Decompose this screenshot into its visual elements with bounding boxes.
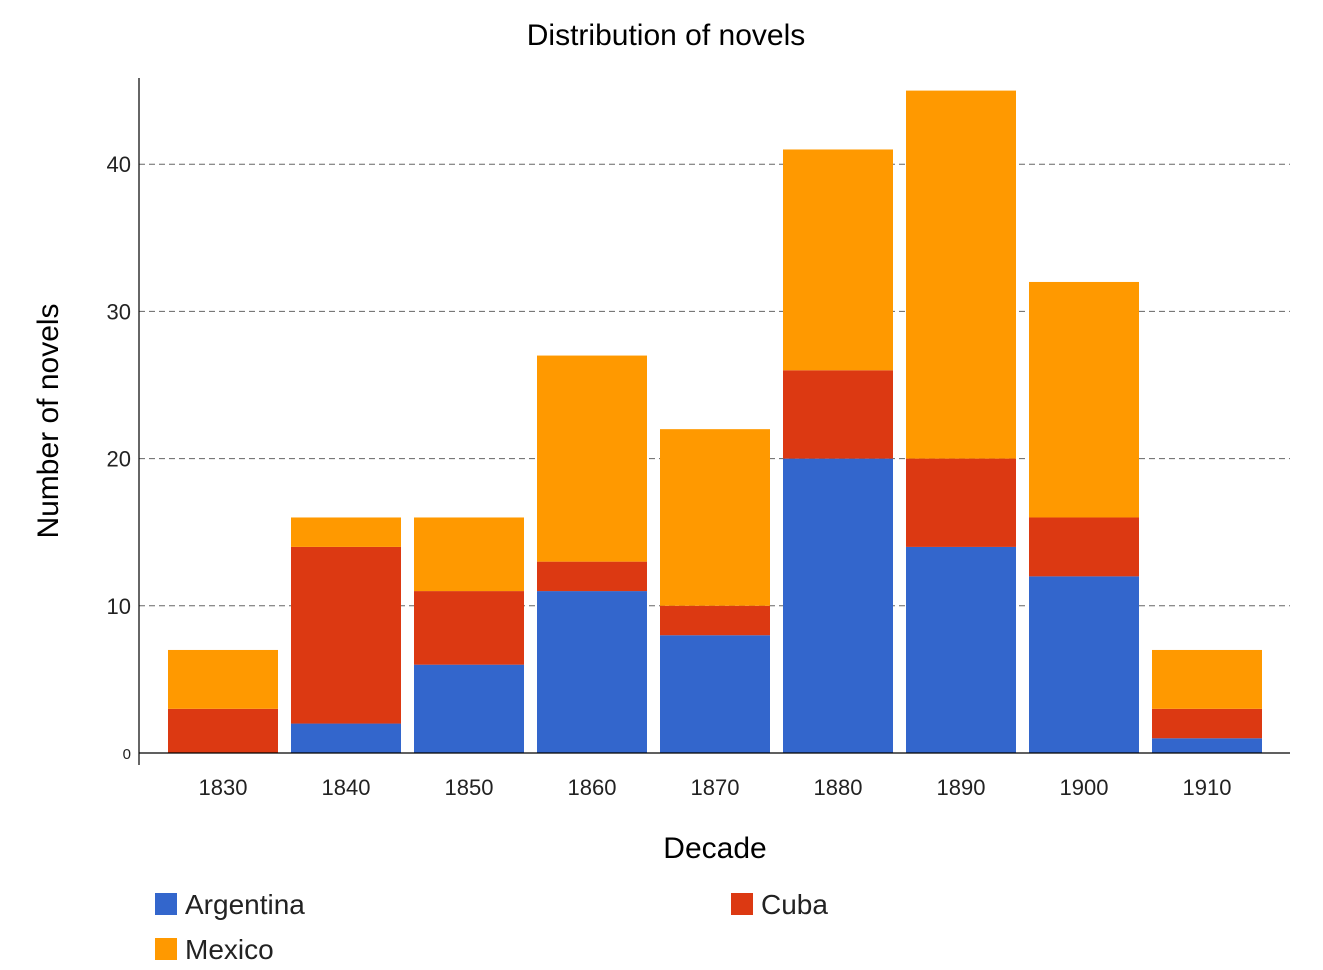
- x-tick-label: 1850: [445, 775, 494, 800]
- bar-cuba-1840: [291, 546, 401, 724]
- legend-swatch-mexico: [155, 938, 177, 960]
- chart-title: Distribution of novels: [527, 19, 805, 52]
- bar-argentina-1840: [291, 723, 401, 753]
- y-tick-label: 40: [107, 152, 131, 177]
- legend-swatch-cuba: [731, 893, 753, 915]
- bar-mexico-1850: [414, 517, 524, 592]
- bar-cuba-1900: [1029, 517, 1139, 577]
- bar-cuba-1850: [414, 591, 524, 665]
- bar-mexico-1890: [906, 90, 1016, 459]
- bar-argentina-1900: [1029, 576, 1139, 753]
- bar-argentina-1870: [660, 635, 770, 753]
- bar-argentina-1880: [783, 458, 893, 753]
- bar-mexico-1830: [168, 649, 278, 709]
- y-tick-label: 0: [123, 746, 131, 763]
- axes: [138, 78, 1290, 765]
- bar-argentina-1910: [1152, 738, 1262, 753]
- bar-cuba-1890: [906, 458, 1016, 547]
- bar-cuba-1880: [783, 370, 893, 459]
- y-axis-title: Number of novels: [32, 303, 65, 538]
- x-axis-title: Decade: [663, 832, 766, 865]
- y-tick-label: 10: [107, 594, 131, 619]
- bar-cuba-1870: [660, 605, 770, 636]
- bar-mexico-1910: [1152, 649, 1262, 709]
- legend-swatch-argentina: [155, 893, 177, 915]
- y-tick-labels: 0 10 20 30 40: [107, 152, 131, 763]
- x-tick-label: 1860: [568, 775, 617, 800]
- bar-mexico-1860: [537, 355, 647, 562]
- bar-mexico-1880: [783, 149, 893, 371]
- x-tick-label: 1870: [691, 775, 740, 800]
- bar-cuba-1830: [168, 708, 278, 753]
- bar-cuba-1860: [537, 561, 647, 592]
- bar-argentina-1850: [414, 664, 524, 753]
- bar-mexico-1870: [660, 429, 770, 606]
- bar-mexico-1900: [1029, 281, 1139, 518]
- x-tick-label: 1910: [1183, 775, 1232, 800]
- bar-argentina-1860: [537, 591, 647, 753]
- x-tick-label: 1900: [1060, 775, 1109, 800]
- y-tick-label: 30: [107, 299, 131, 324]
- bar-mexico-1840: [291, 517, 401, 547]
- x-tick-labels: 1830 1840 1850 1860 1870 1880 1890 1900 1910: [199, 775, 1232, 800]
- y-tick-label: 20: [107, 447, 131, 472]
- bar-cuba-1910: [1152, 708, 1262, 739]
- x-tick-label: 1890: [937, 775, 986, 800]
- legend-label-argentina: Argentina: [185, 889, 305, 920]
- bars: [168, 90, 1262, 753]
- x-tick-label: 1840: [322, 775, 371, 800]
- legend: Argentina Cuba Mexico: [155, 889, 828, 965]
- legend-label-mexico: Mexico: [185, 934, 274, 965]
- bar-argentina-1890: [906, 546, 1016, 753]
- legend-label-cuba: Cuba: [761, 889, 828, 920]
- x-tick-label: 1830: [199, 775, 248, 800]
- x-tick-label: 1880: [814, 775, 863, 800]
